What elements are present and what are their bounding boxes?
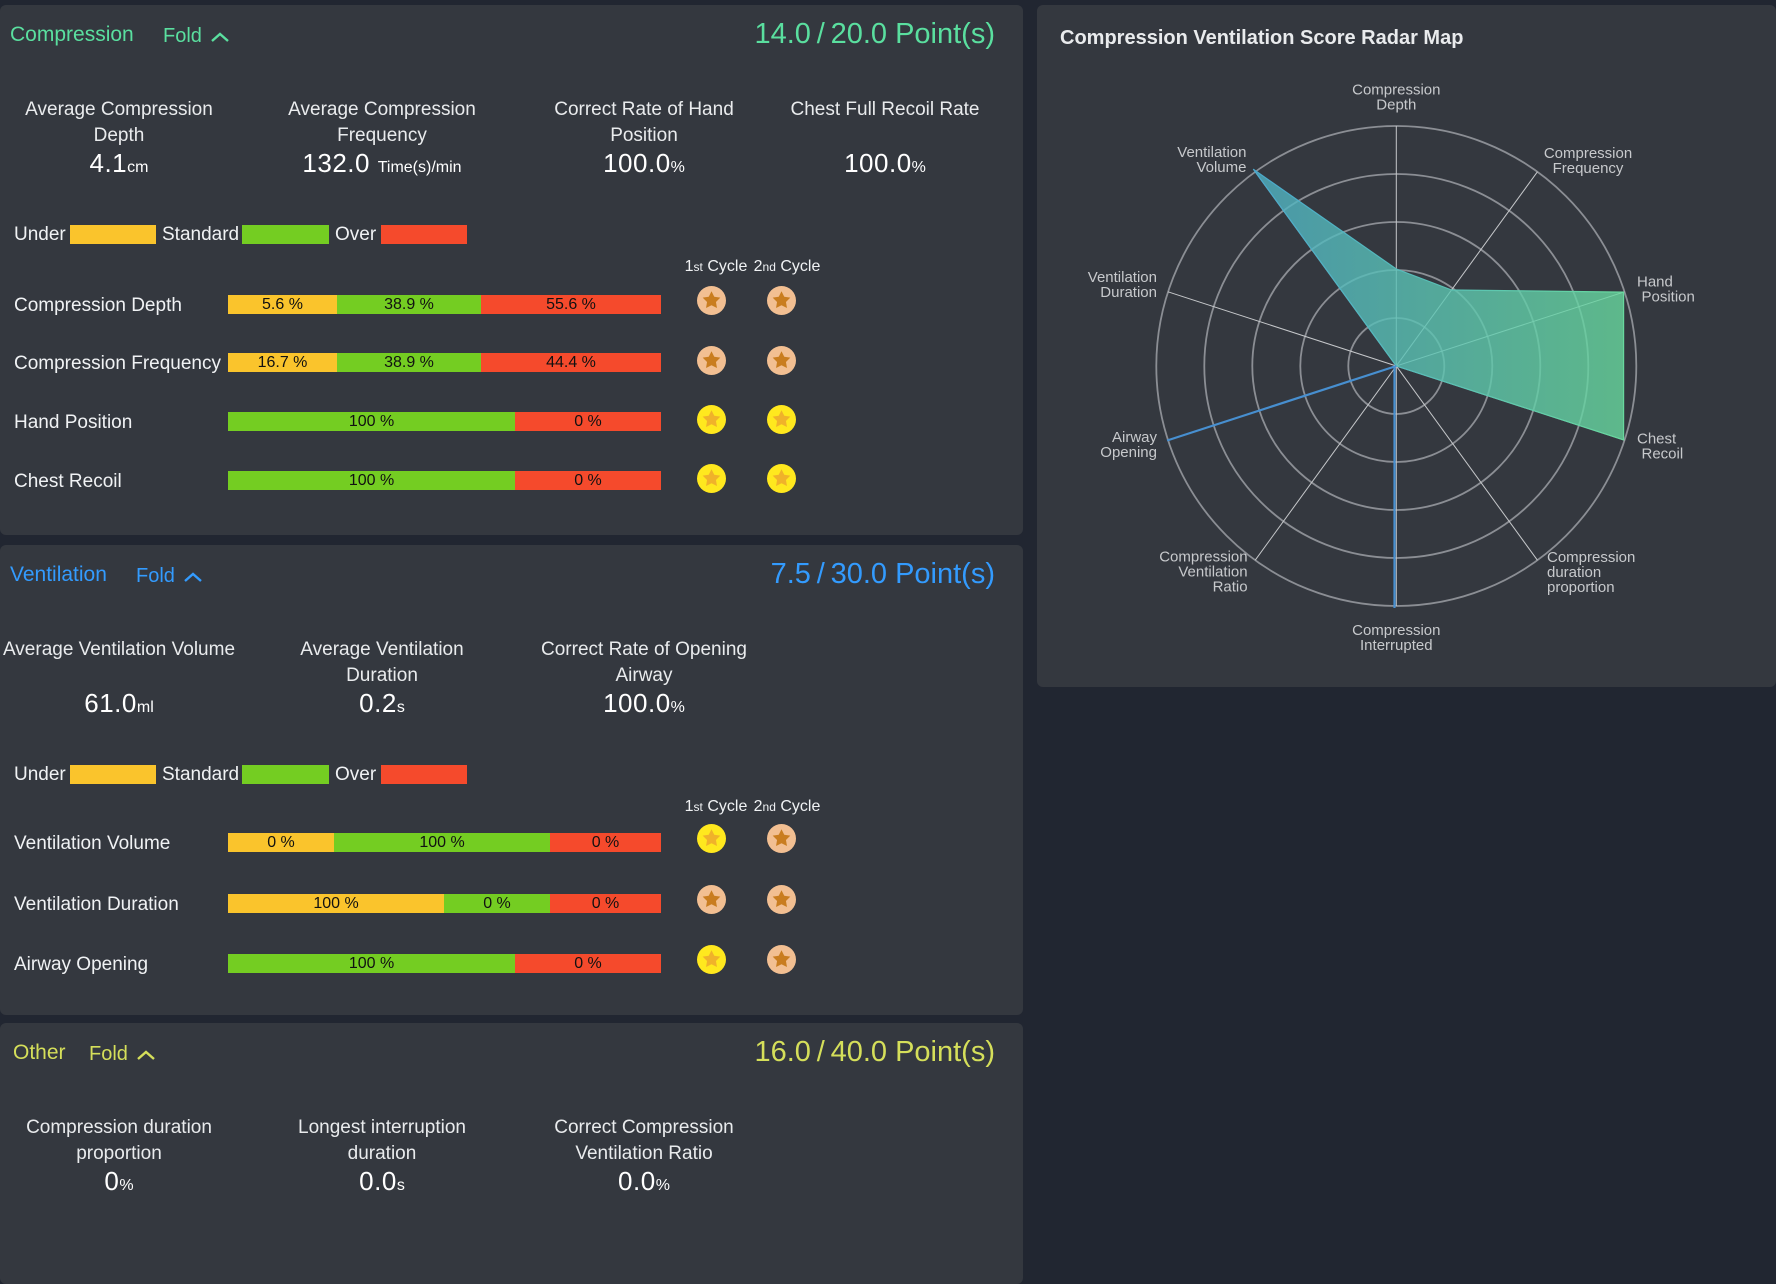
svg-text:CompressionFrequency: Compression Frequency (1544, 145, 1632, 177)
svg-text:CompressionVentilationRatio: Compression Ventilation Ratio (1159, 549, 1247, 596)
svg-text:AirwayOpening: Airway Opening (1100, 429, 1157, 461)
svg-text:VentilationVolume: Ventilation Volume (1177, 144, 1246, 176)
svg-text:ChestRecoil: Chest Recoil (1637, 431, 1683, 463)
svg-text:VentilationDuration: Ventilation Duration (1088, 269, 1157, 301)
svg-text:HandPosition: Hand Position (1637, 274, 1695, 306)
svg-text:CompressionDepth: Compression Depth (1352, 82, 1440, 114)
svg-text:CompressionInterrupted: Compression Interrupted (1352, 622, 1440, 654)
svg-text:Compressiondurationproportion: Compression duration proportion (1547, 549, 1635, 596)
